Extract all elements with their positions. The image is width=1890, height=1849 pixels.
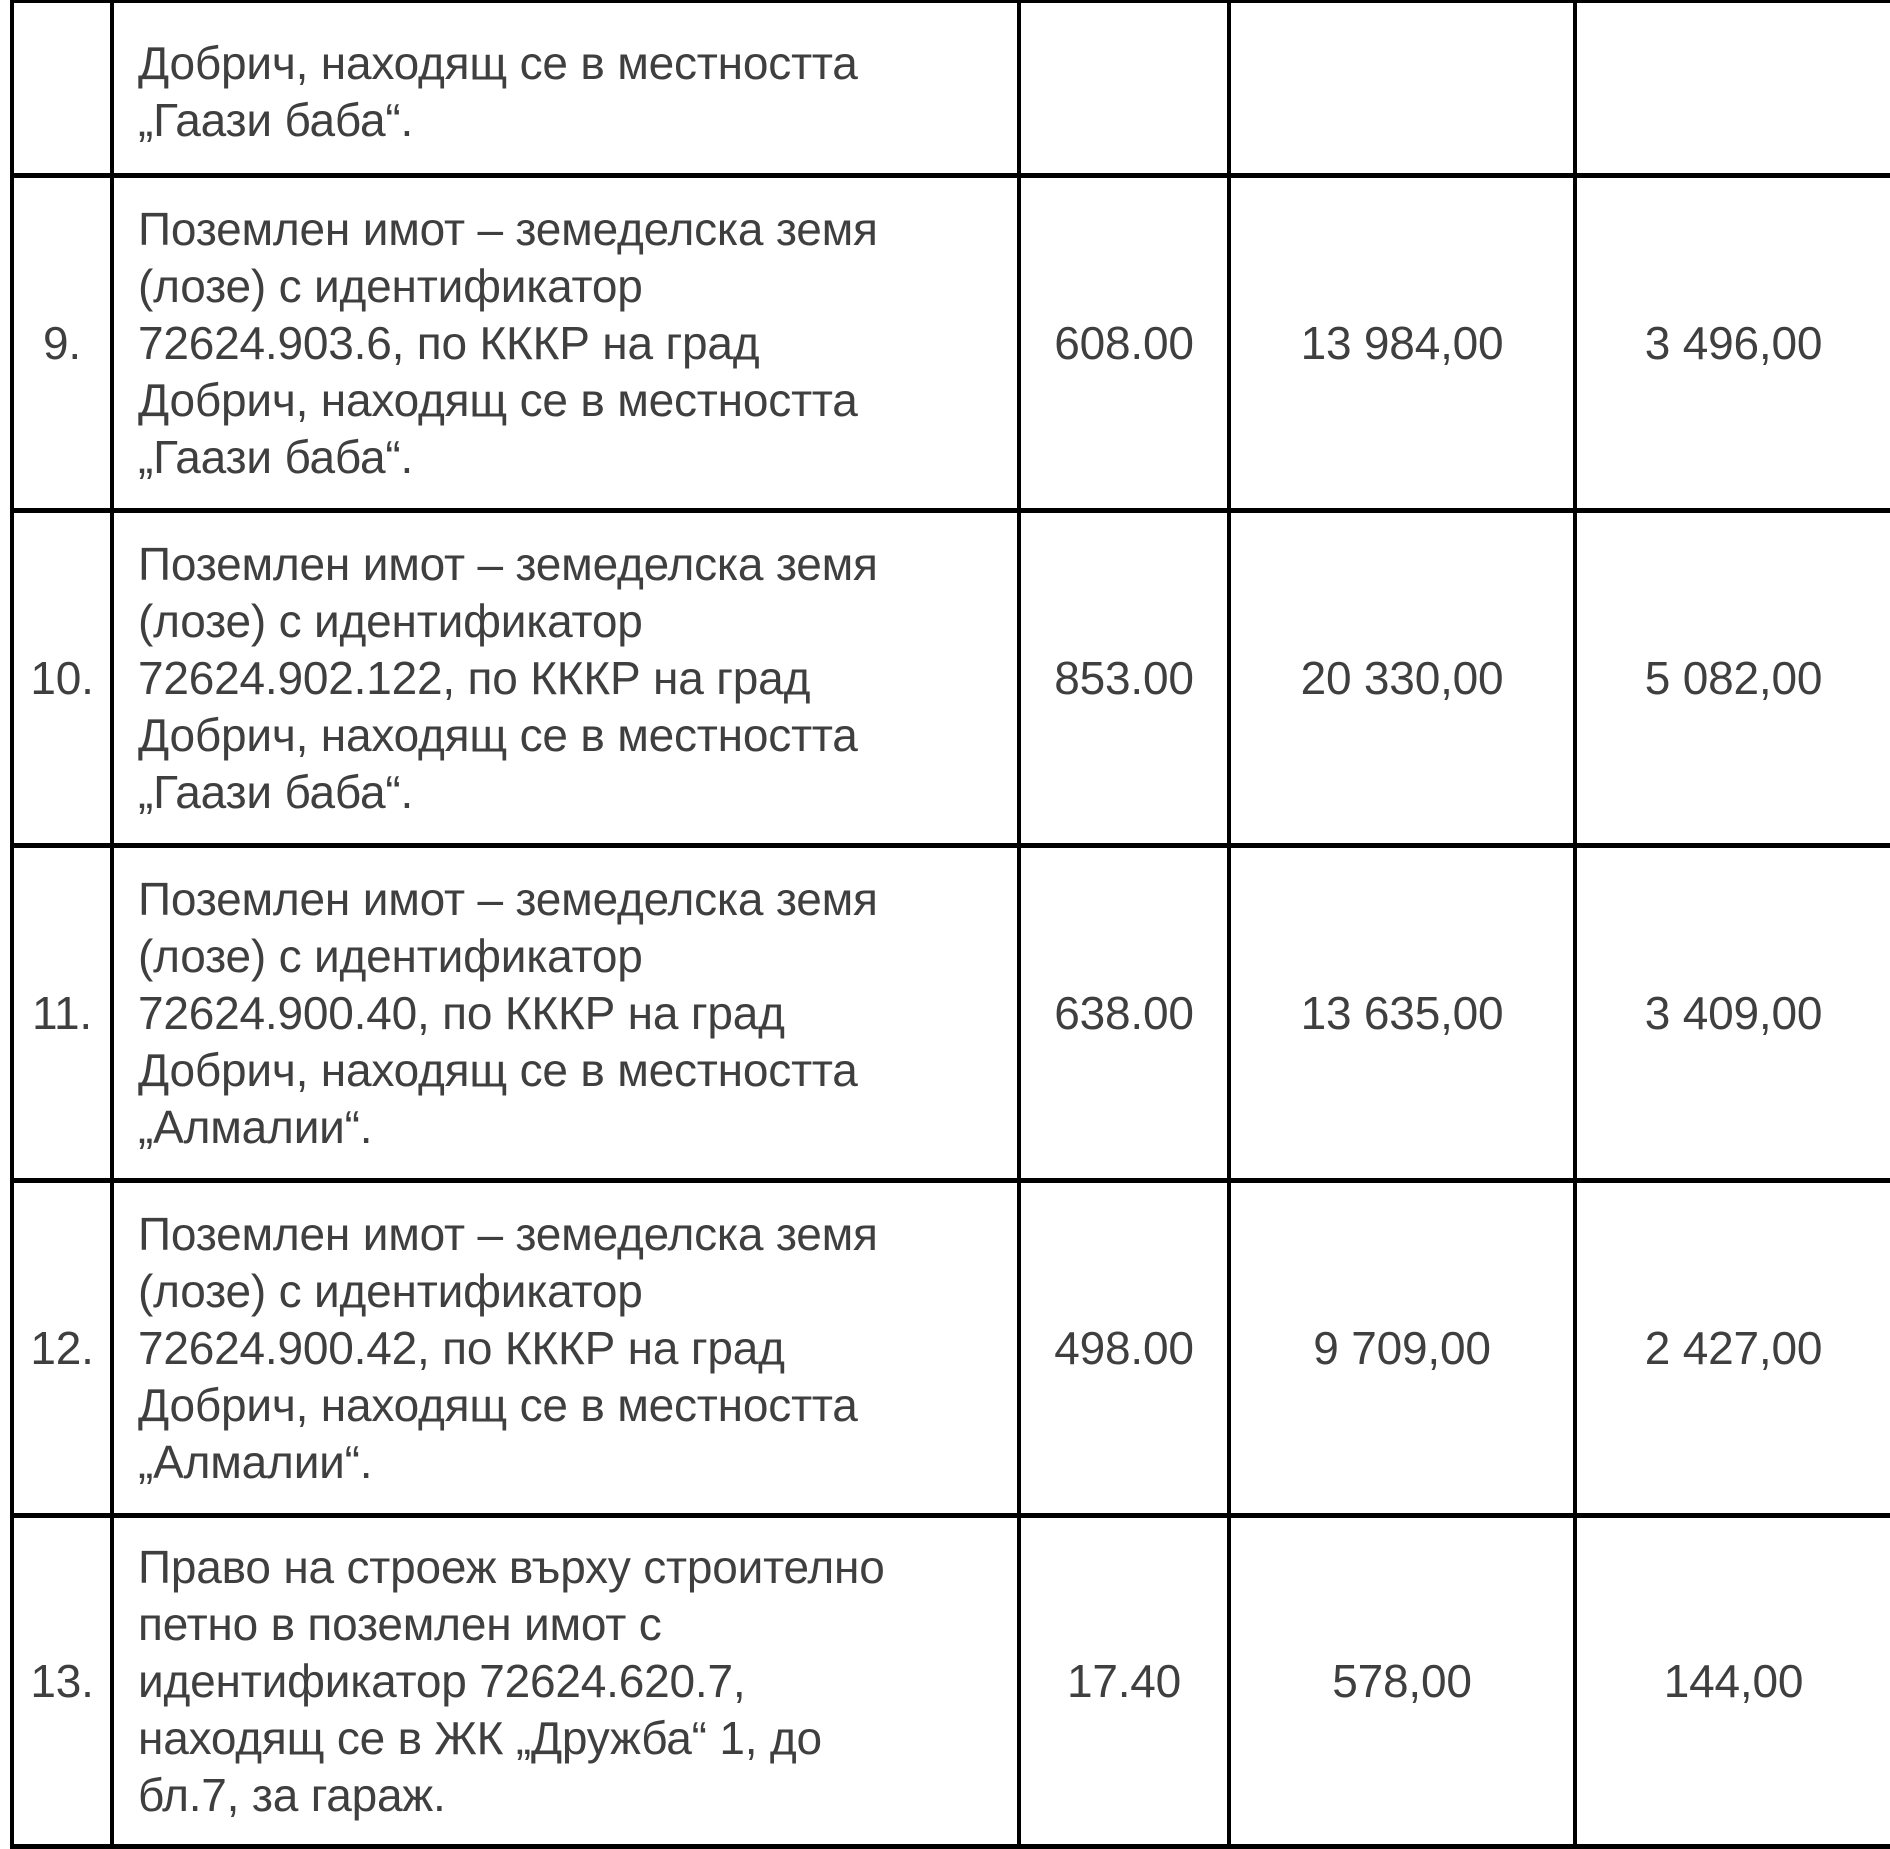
description-cell: Право на строеж върху строително петно в… <box>110 1513 1021 1849</box>
table-row: 10. Поземлен имот – земеделска земя (лозе… <box>10 508 1890 848</box>
table-row: 12. Поземлен имот – земеделска земя (лозе… <box>10 1178 1890 1518</box>
value1-cell: 13 635,00 <box>1227 843 1577 1183</box>
property-table-body: Добрич, находящ се в местността „Гаази б… <box>10 0 1890 1849</box>
description-cell: Поземлен имот – земеделска земя (лозе) с… <box>110 173 1021 513</box>
table-row-partial: Добрич, находящ се в местността „Гаази б… <box>10 0 1890 178</box>
table-row: 9. Поземлен имот – земеделска земя (лозе)… <box>10 173 1890 513</box>
value2-cell: 5 082,00 <box>1573 508 1890 848</box>
area-cell: 608.00 <box>1017 173 1231 513</box>
value2-cell <box>1573 0 1890 178</box>
value1-cell: 13 984,00 <box>1227 173 1577 513</box>
table-row: 13. Право на строеж върху строително петн… <box>10 1513 1890 1849</box>
description-cell: Поземлен имот – земеделска земя (лозе) с… <box>110 843 1021 1183</box>
number-cell: 10. <box>10 508 114 848</box>
area-cell: 498.00 <box>1017 1178 1231 1518</box>
number-cell: 9. <box>10 173 114 513</box>
value2-cell: 3 409,00 <box>1573 843 1890 1183</box>
property-table: Добрич, находящ се в местността „Гаази б… <box>10 0 1890 1849</box>
area-cell: 853.00 <box>1017 508 1231 848</box>
description-cell: Добрич, находящ се в местността „Гаази б… <box>110 0 1021 178</box>
area-cell: 17.40 <box>1017 1513 1231 1849</box>
number-cell: 13. <box>10 1513 114 1849</box>
value2-cell: 3 496,00 <box>1573 173 1890 513</box>
number-cell <box>10 0 114 178</box>
number-cell: 12. <box>10 1178 114 1518</box>
value2-cell: 2 427,00 <box>1573 1178 1890 1518</box>
document-page: Добрич, находящ се в местността „Гаази б… <box>10 0 1890 1849</box>
value2-cell: 144,00 <box>1573 1513 1890 1849</box>
area-cell: 638.00 <box>1017 843 1231 1183</box>
number-cell: 11. <box>10 843 114 1183</box>
value1-cell: 578,00 <box>1227 1513 1577 1849</box>
description-cell: Поземлен имот – земеделска земя (лозе) с… <box>110 1178 1021 1518</box>
value1-cell: 20 330,00 <box>1227 508 1577 848</box>
value1-cell: 9 709,00 <box>1227 1178 1577 1518</box>
description-cell: Поземлен имот – земеделска земя (лозе) с… <box>110 508 1021 848</box>
area-cell <box>1017 0 1231 178</box>
value1-cell <box>1227 0 1577 178</box>
table-row: 11. Поземлен имот – земеделска земя (лозе… <box>10 843 1890 1183</box>
